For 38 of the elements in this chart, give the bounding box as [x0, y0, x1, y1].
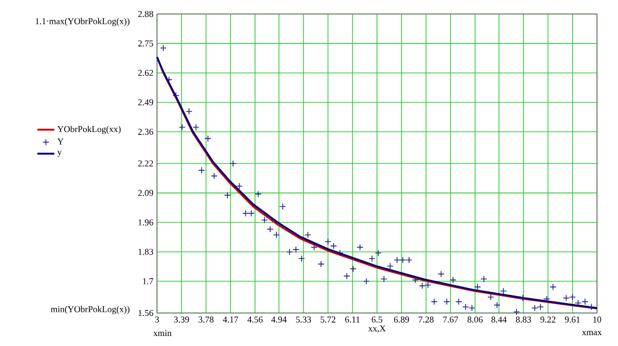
x-tick-label: 5.72	[320, 316, 336, 323]
x-axis-title: xx,X	[368, 325, 386, 333]
y-tick-label: 1.7	[143, 278, 154, 284]
x-tick-label: 8.06	[468, 316, 483, 323]
legend-label: YObrPokLog(xx)	[57, 126, 121, 134]
x-tick-label: 9.22	[540, 316, 556, 323]
x-tick-label: 4.17	[222, 316, 238, 323]
x-tick-label: 3.39	[174, 316, 189, 323]
x-tick-label: 3.78	[198, 316, 214, 323]
y-tick-label: 2.75	[138, 40, 154, 46]
y-tick-label: 2.36	[138, 128, 154, 135]
x-tick-label: 6.5	[372, 316, 382, 323]
x-tick-label: 8.44	[491, 316, 507, 323]
text: 1.1·max(YObrPokLog(x))	[36, 18, 130, 26]
x-tick-label: 7.67	[443, 316, 458, 323]
text: xmax	[582, 330, 602, 336]
x-tick-label: 4.94	[271, 316, 287, 323]
y-tick-label: 2.62	[138, 70, 153, 76]
legend-label: Y	[57, 138, 64, 144]
y-tick-label: 1.83	[138, 248, 154, 255]
y-tick-label: 1.56	[138, 310, 154, 316]
x-tick-label: 5.33	[296, 316, 311, 323]
x-tick-label: 10	[593, 316, 602, 323]
x-tick-label: 6.11	[345, 316, 360, 323]
legend-label: y	[57, 150, 62, 157]
x-tick-label: 6.89	[394, 316, 409, 323]
y-tick-label: 2.88	[138, 10, 154, 18]
y-tick-label: 2.49	[138, 99, 154, 106]
y-tick-label: 2.22	[138, 160, 153, 167]
y-tick-label: 1.96	[138, 219, 154, 226]
x-tick-label: 3	[155, 316, 159, 323]
x-tick-label: 8.83	[516, 316, 531, 323]
y-tick-label: 2.09	[138, 190, 154, 196]
x-tick-label: 4.56	[247, 316, 263, 323]
text: min(YObrPokLog(x))	[50, 306, 130, 314]
x-tick-label: 7.28	[418, 316, 434, 323]
x-tick-label: 9.61	[564, 316, 580, 323]
text: xmin	[153, 330, 172, 336]
